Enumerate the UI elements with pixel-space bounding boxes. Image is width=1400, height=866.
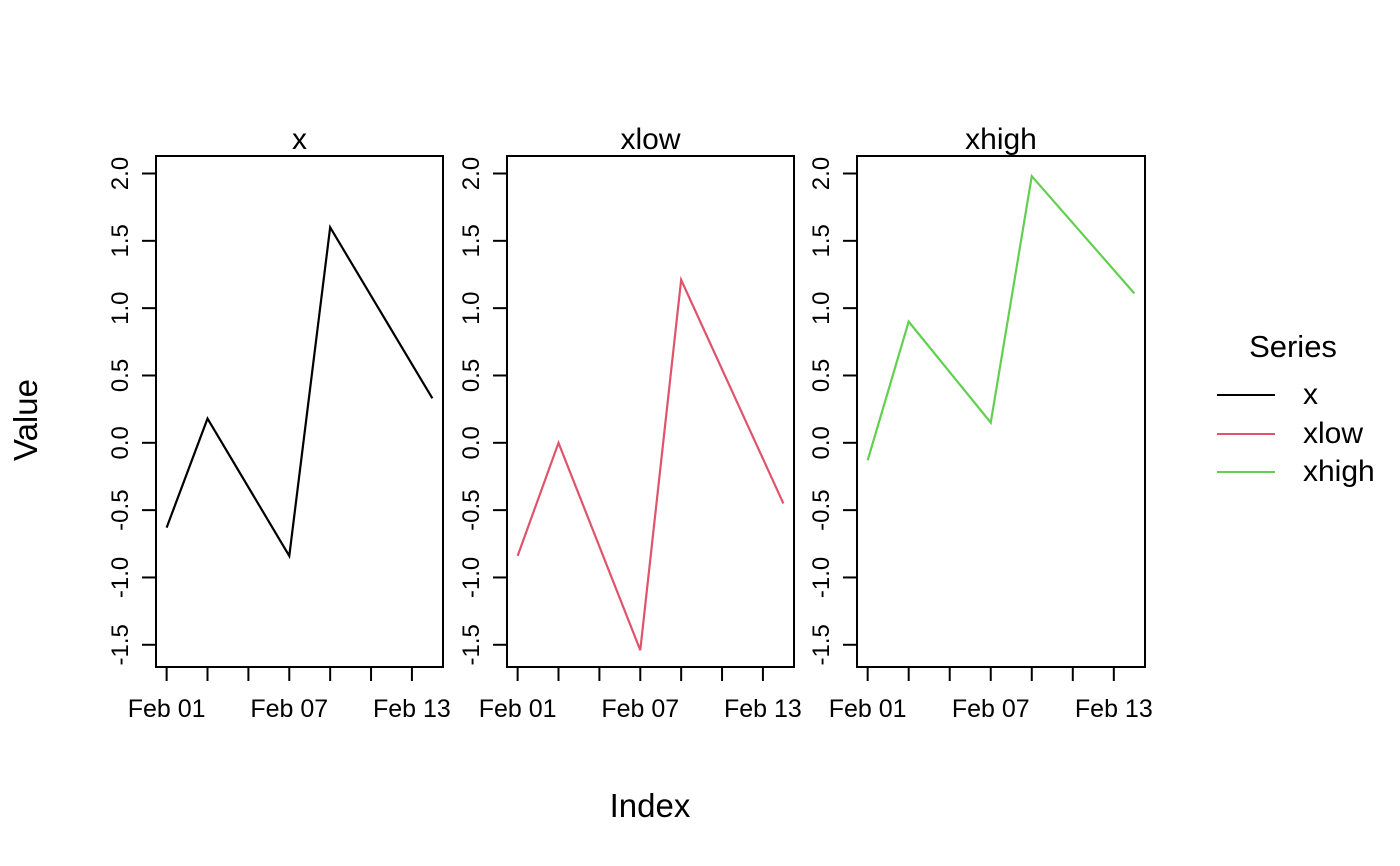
legend-row: xlow <box>1217 415 1375 454</box>
legend-item-label: xhigh <box>1303 455 1375 489</box>
y-tick-label: 2.0 <box>458 157 485 190</box>
y-tick-label: 2.0 <box>107 157 134 190</box>
x-tick-label: Feb 01 <box>829 695 907 723</box>
x-tick-label: Feb 07 <box>250 695 328 723</box>
legend-line-swatch <box>1217 394 1275 397</box>
series-line-x <box>165 224 434 560</box>
legend-line-swatch <box>1217 432 1275 435</box>
y-tick-label: 1.0 <box>458 291 485 324</box>
panel-box <box>506 155 795 668</box>
y-tick-label: 0.0 <box>107 426 134 459</box>
y-tick-label: 0.5 <box>107 359 134 392</box>
y-tick-label: 0.0 <box>458 426 485 459</box>
y-tick-label: 1.5 <box>107 224 134 257</box>
series-line-xlow <box>516 275 785 651</box>
panel-box <box>856 155 1146 668</box>
y-tick-label: -0.5 <box>808 489 835 530</box>
y-tick-label: 0.5 <box>808 359 835 392</box>
series-line-xhigh <box>866 173 1136 461</box>
y-tick-label: -0.5 <box>107 489 134 530</box>
y-tick-label: 1.5 <box>458 224 485 257</box>
y-tick-label: -1.5 <box>458 624 485 665</box>
y-tick-label: -1.0 <box>458 557 485 598</box>
y-tick-label: -0.5 <box>458 489 485 530</box>
x-tick-label: Feb 13 <box>1075 695 1153 723</box>
x-tick-label: Feb 07 <box>952 695 1030 723</box>
y-tick-label: 0.0 <box>808 426 835 459</box>
y-tick-label: -1.0 <box>808 557 835 598</box>
panel-title-xhigh: xhigh <box>965 123 1037 156</box>
y-tick-label: 1.5 <box>808 224 835 257</box>
panel-box <box>155 155 444 668</box>
x-tick-label: Feb 01 <box>128 695 206 723</box>
legend-item-label: x <box>1303 378 1318 412</box>
y-tick-label: -1.5 <box>107 624 134 665</box>
y-tick-label: 2.0 <box>808 157 835 190</box>
y-tick-label: 1.0 <box>107 291 134 324</box>
panel-title-xlow: xlow <box>620 123 681 156</box>
x-tick-label: Feb 07 <box>601 695 679 723</box>
x-axis-label: Index <box>609 787 691 824</box>
y-tick-label: 0.5 <box>458 359 485 392</box>
legend-line-swatch <box>1217 471 1275 474</box>
panel-title-x: x <box>292 123 307 156</box>
y-tick-label: -1.0 <box>107 557 134 598</box>
legend-row: xhigh <box>1217 453 1375 492</box>
legend-title: Series <box>1249 329 1337 364</box>
legend-row: x <box>1217 376 1375 415</box>
x-tick-label: Feb 13 <box>724 695 802 723</box>
legend-item-label: xlow <box>1303 416 1364 450</box>
x-tick-label: Feb 13 <box>373 695 451 723</box>
legend-rows: x xlow xhigh <box>1217 376 1375 492</box>
y-tick-label: 1.0 <box>808 291 835 324</box>
y-tick-label: -1.5 <box>808 624 835 665</box>
x-tick-label: Feb 01 <box>479 695 557 723</box>
y-axis-label: Value <box>7 379 44 461</box>
